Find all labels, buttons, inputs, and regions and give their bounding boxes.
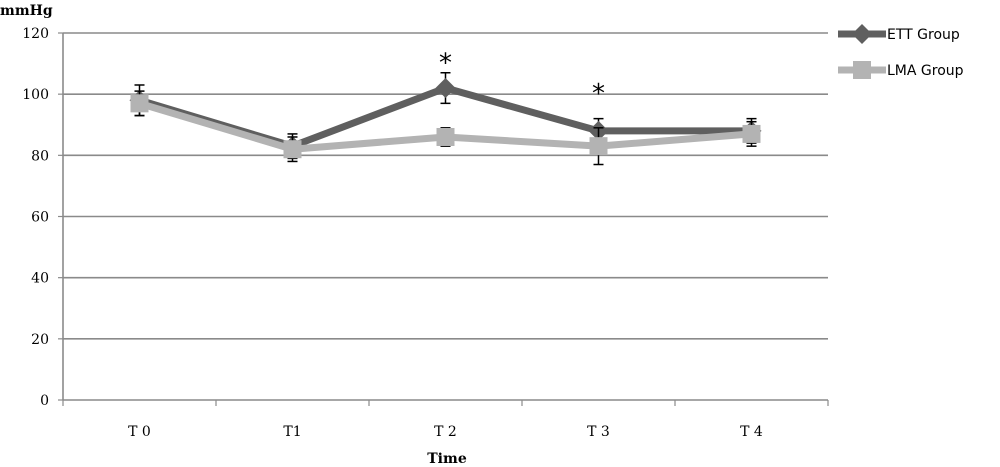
legend-label: LMA Group <box>887 63 964 79</box>
x-tick-label: T 0 <box>128 424 151 440</box>
y-tick-labels: 0 20 40 60 80 100 120 <box>22 26 49 409</box>
data-point <box>742 124 761 143</box>
x-tick-label: T 3 <box>587 424 610 440</box>
significance-marker: * <box>592 79 605 109</box>
x-tick-labels: T 0 T1 T 2 T 3 T 4 <box>128 424 763 440</box>
data-point <box>130 94 149 113</box>
data-point <box>436 127 455 146</box>
y-tick-label: 40 <box>31 271 49 287</box>
significance-marker: * <box>439 48 452 78</box>
legend-item: LMA Group <box>838 61 964 79</box>
series-2 <box>130 90 761 166</box>
x-axis-title: Time <box>427 451 467 467</box>
y-tick-label: 60 <box>31 210 49 226</box>
legend-marker <box>853 61 871 79</box>
legend-label: ETT Group <box>887 27 960 43</box>
y-tick-label: 20 <box>31 332 49 348</box>
x-tick-label: T 4 <box>740 424 763 440</box>
y-axis-title: mmHg <box>0 3 53 19</box>
data-point <box>589 137 608 156</box>
annotations: ** <box>439 48 605 109</box>
axes <box>58 32 829 406</box>
legend-item: ETT Group <box>838 24 960 44</box>
series-layer <box>129 72 762 166</box>
y-tick-label: 100 <box>22 87 49 103</box>
data-point <box>435 78 456 99</box>
y-tick-label: 0 <box>40 393 49 409</box>
x-tick-label: T 2 <box>434 424 457 440</box>
y-tick-label: 120 <box>22 26 49 42</box>
x-tick-label: T1 <box>283 424 301 440</box>
y-tick-label: 80 <box>31 148 49 164</box>
data-point <box>283 140 302 159</box>
legend-marker <box>852 24 872 44</box>
legend: ETT Group LMA Group <box>838 24 964 79</box>
